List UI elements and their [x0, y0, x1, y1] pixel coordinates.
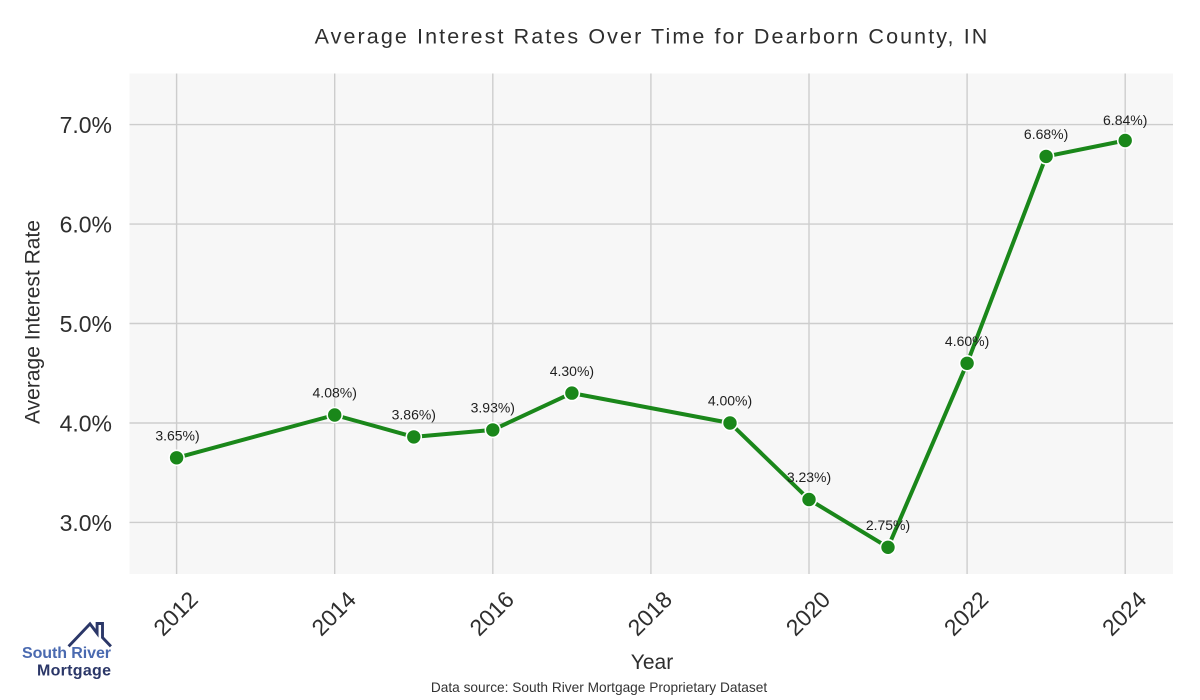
svg-text:4.0%: 4.0%: [60, 411, 112, 437]
svg-text:3.93%): 3.93%): [471, 400, 515, 416]
svg-text:6.68%): 6.68%): [1024, 126, 1068, 142]
svg-text:3.65%): 3.65%): [155, 428, 199, 444]
svg-text:2022: 2022: [939, 586, 994, 641]
svg-text:2012: 2012: [148, 586, 203, 641]
svg-text:2.75%): 2.75%): [866, 517, 910, 533]
svg-text:7.0%: 7.0%: [60, 112, 112, 138]
svg-text:6.84%): 6.84%): [1103, 112, 1147, 128]
svg-text:2014: 2014: [306, 586, 361, 641]
svg-text:2018: 2018: [623, 586, 678, 641]
svg-text:6.0%: 6.0%: [60, 212, 112, 238]
svg-text:Average Interest Rate: Average Interest Rate: [22, 220, 45, 424]
svg-text:4.30%): 4.30%): [550, 363, 594, 379]
svg-text:2020: 2020: [781, 586, 836, 641]
svg-text:Year: Year: [631, 651, 673, 674]
svg-text:2024: 2024: [1097, 586, 1152, 641]
svg-text:Average Interest Rates Over Ti: Average Interest Rates Over Time for Dea…: [315, 25, 990, 49]
svg-text:4.60%): 4.60%): [945, 333, 989, 349]
svg-text:3.0%: 3.0%: [60, 510, 112, 536]
svg-text:5.0%: 5.0%: [60, 311, 112, 337]
svg-text:4.08%): 4.08%): [313, 385, 357, 401]
svg-text:Data source: South River Mortg: Data source: South River Mortgage Propri…: [431, 680, 767, 695]
svg-text:3.23%): 3.23%): [787, 469, 831, 485]
svg-text:2016: 2016: [464, 586, 519, 641]
svg-text:Mortgage: Mortgage: [37, 662, 111, 679]
svg-text:South River: South River: [22, 645, 111, 662]
svg-text:3.86%): 3.86%): [392, 407, 436, 423]
svg-text:4.00%): 4.00%): [708, 393, 752, 409]
